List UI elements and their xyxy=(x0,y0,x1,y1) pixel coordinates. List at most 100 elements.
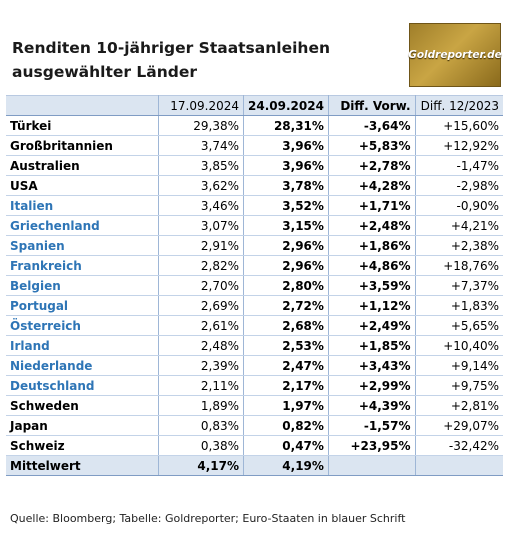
diff-week-cell: +4,86% xyxy=(328,255,416,276)
yield-date-2-cell: 3,15% xyxy=(243,215,329,236)
table-title: Renditen 10-jähriger Staatsanleihen ausg… xyxy=(12,36,392,84)
diff-week-cell: +5,83% xyxy=(328,135,416,156)
header-country xyxy=(6,95,160,116)
diff-week-cell: +4,39% xyxy=(328,395,416,416)
yield-date-1-cell: 2,70% xyxy=(158,275,244,296)
diff-week-cell: +1,71% xyxy=(328,195,416,216)
header-row: 17.09.2024 24.09.2024 Diff. Vorw. Diff. … xyxy=(6,95,503,116)
table-row: Großbritannien 3,74% 3,96% +5,83% +12,92% xyxy=(6,135,503,156)
diff-week-cell: +4,28% xyxy=(328,175,416,196)
diff-year-cell: +1,83% xyxy=(415,295,503,316)
source-note: Quelle: Bloomberg; Tabelle: Goldreporter… xyxy=(10,512,406,525)
country-cell: Schweiz xyxy=(6,435,160,456)
yield-date-1-cell: 3,46% xyxy=(158,195,244,216)
diff-year-cell: +2,38% xyxy=(415,235,503,256)
logo-text: Goldreporter.de xyxy=(408,49,502,61)
table-row: Griechenland 3,07% 3,15% +2,48% +4,21% xyxy=(6,215,503,236)
table-row: Australien 3,85% 3,96% +2,78% -1,47% xyxy=(6,155,503,176)
yield-date-1-cell: 0,38% xyxy=(158,435,244,456)
yield-date-1-cell: 1,89% xyxy=(158,395,244,416)
header-diff-year: Diff. 12/2023 xyxy=(415,95,503,116)
country-cell: Spanien xyxy=(6,235,160,256)
table-row: Irland 2,48% 2,53% +1,85% +10,40% xyxy=(6,335,503,356)
diff-year-cell: -1,47% xyxy=(415,155,503,176)
yield-date-2-cell: 3,52% xyxy=(243,195,329,216)
yield-date-1-cell: 2,82% xyxy=(158,255,244,276)
diff-week-cell: +2,49% xyxy=(328,315,416,336)
diff-year-cell: +4,21% xyxy=(415,215,503,236)
diff-year-cell: +15,60% xyxy=(415,115,503,136)
diff-week-cell: +23,95% xyxy=(328,435,416,456)
mean-empty-1 xyxy=(328,455,416,476)
yield-date-2-cell: 0,82% xyxy=(243,415,329,436)
table-row: Deutschland 2,11% 2,17% +2,99% +9,75% xyxy=(6,375,503,396)
country-cell: Deutschland xyxy=(6,375,160,396)
country-cell: Großbritannien xyxy=(6,135,160,156)
mean-date-1: 4,17% xyxy=(158,455,244,476)
mean-date-2: 4,19% xyxy=(243,455,329,476)
yield-date-2-cell: 2,96% xyxy=(243,255,329,276)
yield-date-1-cell: 0,83% xyxy=(158,415,244,436)
yield-date-2-cell: 2,72% xyxy=(243,295,329,316)
diff-year-cell: +9,14% xyxy=(415,355,503,376)
diff-year-cell: -2,98% xyxy=(415,175,503,196)
table-row: Schweiz 0,38% 0,47% +23,95% -32,42% xyxy=(6,435,503,456)
goldreporter-logo: Goldreporter.de xyxy=(408,23,502,87)
yield-date-2-cell: 2,47% xyxy=(243,355,329,376)
yield-date-1-cell: 2,39% xyxy=(158,355,244,376)
country-cell: Japan xyxy=(6,415,160,436)
yield-date-2-cell: 3,96% xyxy=(243,135,329,156)
table-row: Portugal 2,69% 2,72% +1,12% +1,83% xyxy=(6,295,503,316)
diff-year-cell: +18,76% xyxy=(415,255,503,276)
yield-date-1-cell: 2,48% xyxy=(158,335,244,356)
diff-week-cell: -3,64% xyxy=(328,115,416,136)
header-date-1: 17.09.2024 xyxy=(158,95,244,116)
diff-year-cell: +10,40% xyxy=(415,335,503,356)
yield-date-2-cell: 2,96% xyxy=(243,235,329,256)
yield-date-2-cell: 1,97% xyxy=(243,395,329,416)
diff-week-cell: +2,99% xyxy=(328,375,416,396)
yield-date-2-cell: 2,53% xyxy=(243,335,329,356)
yield-date-2-cell: 2,68% xyxy=(243,315,329,336)
diff-year-cell: +9,75% xyxy=(415,375,503,396)
title-line-2: ausgewählter Länder xyxy=(12,63,198,81)
table-row: Spanien 2,91% 2,96% +1,86% +2,38% xyxy=(6,235,503,256)
yield-date-1-cell: 2,69% xyxy=(158,295,244,316)
yield-date-2-cell: 0,47% xyxy=(243,435,329,456)
country-cell: Italien xyxy=(6,195,160,216)
mean-label: Mittelwert xyxy=(6,455,160,476)
country-cell: Frankreich xyxy=(6,255,160,276)
yield-date-2-cell: 2,17% xyxy=(243,375,329,396)
diff-year-cell: -32,42% xyxy=(415,435,503,456)
mean-empty-2 xyxy=(415,455,503,476)
country-cell: Niederlande xyxy=(6,355,160,376)
yield-date-1-cell: 3,62% xyxy=(158,175,244,196)
country-cell: Österreich xyxy=(6,315,160,336)
country-cell: Irland xyxy=(6,335,160,356)
table-row: Frankreich 2,82% 2,96% +4,86% +18,76% xyxy=(6,255,503,276)
yield-date-2-cell: 2,80% xyxy=(243,275,329,296)
table-row: Niederlande 2,39% 2,47% +3,43% +9,14% xyxy=(6,355,503,376)
country-cell: Türkei xyxy=(6,115,160,136)
yield-table: 17.09.2024 24.09.2024 Diff. Vorw. Diff. … xyxy=(6,95,503,476)
diff-week-cell: +3,59% xyxy=(328,275,416,296)
yield-date-2-cell: 28,31% xyxy=(243,115,329,136)
mean-row: Mittelwert 4,17% 4,19% xyxy=(6,455,503,476)
diff-week-cell: +2,78% xyxy=(328,155,416,176)
diff-week-cell: +1,85% xyxy=(328,335,416,356)
table-row: Belgien 2,70% 2,80% +3,59% +7,37% xyxy=(6,275,503,296)
country-cell: Schweden xyxy=(6,395,160,416)
header-diff-week: Diff. Vorw. xyxy=(328,95,416,116)
table-row: Österreich 2,61% 2,68% +2,49% +5,65% xyxy=(6,315,503,336)
country-cell: Portugal xyxy=(6,295,160,316)
diff-year-cell: +2,81% xyxy=(415,395,503,416)
yield-date-1-cell: 3,85% xyxy=(158,155,244,176)
table-row: Schweden 1,89% 1,97% +4,39% +2,81% xyxy=(6,395,503,416)
diff-year-cell: +7,37% xyxy=(415,275,503,296)
diff-week-cell: +2,48% xyxy=(328,215,416,236)
yield-date-1-cell: 2,11% xyxy=(158,375,244,396)
country-cell: USA xyxy=(6,175,160,196)
yield-date-2-cell: 3,96% xyxy=(243,155,329,176)
table-row: Japan 0,83% 0,82% -1,57% +29,07% xyxy=(6,415,503,436)
yield-date-2-cell: 3,78% xyxy=(243,175,329,196)
